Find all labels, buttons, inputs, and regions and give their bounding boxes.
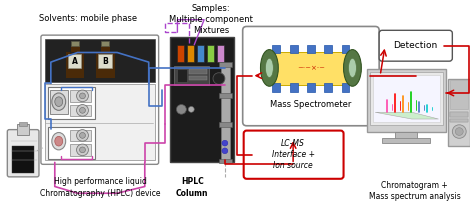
- Bar: [45, 39, 155, 82]
- FancyBboxPatch shape: [379, 30, 452, 61]
- Circle shape: [76, 130, 89, 141]
- FancyBboxPatch shape: [7, 130, 39, 177]
- Bar: [177, 45, 184, 62]
- Text: Samples:
Multiple component
Mixtures: Samples: Multiple component Mixtures: [169, 4, 253, 35]
- Ellipse shape: [55, 136, 63, 146]
- Bar: [395, 132, 417, 139]
- Bar: [68, 54, 82, 68]
- Bar: [177, 69, 187, 82]
- Bar: [370, 72, 444, 125]
- Circle shape: [452, 125, 466, 138]
- Bar: [50, 90, 68, 114]
- Ellipse shape: [344, 50, 361, 86]
- FancyBboxPatch shape: [243, 26, 379, 126]
- Text: ~·~×·~: ~·~×·~: [297, 65, 325, 71]
- Circle shape: [188, 106, 194, 112]
- Ellipse shape: [265, 58, 273, 78]
- Text: A: A: [72, 57, 78, 66]
- Bar: [450, 119, 468, 122]
- Bar: [12, 146, 34, 173]
- Text: High performance liquid
Chromatography (HPLC) device: High performance liquid Chromatography (…: [40, 177, 161, 198]
- Circle shape: [76, 144, 89, 156]
- Circle shape: [222, 140, 228, 146]
- Bar: [219, 62, 232, 67]
- Ellipse shape: [348, 58, 356, 78]
- Text: B: B: [102, 57, 108, 66]
- Bar: [101, 41, 109, 46]
- Bar: [373, 75, 440, 122]
- Bar: [71, 41, 79, 46]
- Bar: [197, 45, 204, 62]
- Bar: [19, 122, 27, 126]
- Bar: [290, 45, 298, 53]
- Bar: [70, 130, 91, 141]
- Circle shape: [456, 128, 463, 135]
- Bar: [450, 112, 468, 117]
- Bar: [174, 66, 209, 85]
- Bar: [95, 50, 115, 78]
- Bar: [64, 50, 84, 78]
- Circle shape: [80, 107, 85, 113]
- Bar: [382, 138, 429, 143]
- Bar: [273, 83, 280, 92]
- Ellipse shape: [261, 50, 278, 86]
- Bar: [70, 105, 91, 116]
- Bar: [170, 37, 234, 162]
- Text: Chromatogram +
Mass spectrum analysis: Chromatogram + Mass spectrum analysis: [369, 181, 461, 201]
- Bar: [219, 93, 232, 98]
- Bar: [324, 45, 332, 53]
- Bar: [450, 112, 468, 117]
- Bar: [273, 52, 348, 85]
- Bar: [189, 69, 207, 74]
- Text: HPLC
Column: HPLC Column: [176, 177, 209, 198]
- Bar: [70, 144, 91, 156]
- FancyBboxPatch shape: [244, 131, 344, 179]
- Bar: [48, 87, 95, 119]
- Bar: [48, 127, 95, 159]
- Bar: [100, 45, 110, 53]
- Text: LC-MS
Interface +
Ion source: LC-MS Interface + Ion source: [272, 139, 315, 170]
- Circle shape: [76, 105, 89, 116]
- Bar: [217, 45, 224, 62]
- Bar: [307, 83, 315, 92]
- Circle shape: [80, 93, 85, 99]
- Polygon shape: [375, 112, 438, 119]
- Ellipse shape: [52, 132, 66, 150]
- Bar: [324, 83, 332, 92]
- Bar: [70, 90, 91, 102]
- Text: Mass Spectrometer: Mass Spectrometer: [270, 100, 352, 109]
- Ellipse shape: [52, 93, 66, 110]
- Bar: [207, 45, 214, 62]
- Ellipse shape: [55, 97, 63, 106]
- Bar: [450, 80, 468, 109]
- Bar: [219, 122, 232, 127]
- Bar: [290, 83, 298, 92]
- Bar: [187, 45, 194, 62]
- Circle shape: [213, 73, 225, 84]
- Circle shape: [176, 105, 186, 114]
- Bar: [342, 45, 349, 53]
- Bar: [448, 78, 470, 146]
- Bar: [70, 45, 80, 53]
- Bar: [17, 124, 29, 135]
- Text: Solvents: mobile phase: Solvents: mobile phase: [39, 14, 137, 23]
- Circle shape: [80, 132, 85, 138]
- Bar: [342, 83, 349, 92]
- Bar: [45, 84, 155, 160]
- FancyBboxPatch shape: [41, 35, 159, 164]
- Bar: [450, 119, 468, 122]
- Circle shape: [76, 90, 89, 102]
- Circle shape: [222, 148, 228, 154]
- Circle shape: [80, 147, 85, 153]
- Bar: [307, 45, 315, 53]
- Bar: [221, 64, 230, 160]
- Bar: [273, 45, 280, 53]
- Bar: [98, 54, 112, 68]
- Bar: [189, 76, 207, 80]
- Bar: [219, 159, 232, 163]
- Text: Detection: Detection: [393, 41, 438, 50]
- Bar: [367, 69, 447, 132]
